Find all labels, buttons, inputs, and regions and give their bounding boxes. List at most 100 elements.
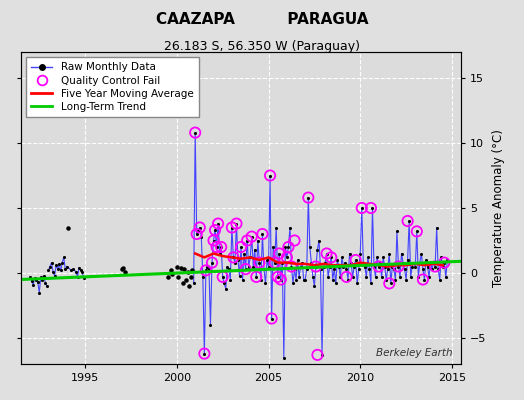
Point bbox=[339, 263, 347, 270]
Point bbox=[190, 280, 198, 287]
Point bbox=[414, 274, 422, 280]
Point bbox=[50, 272, 59, 279]
Point bbox=[385, 280, 394, 287]
Point bbox=[237, 244, 245, 250]
Point bbox=[270, 260, 279, 266]
Point bbox=[200, 350, 209, 357]
Point bbox=[264, 263, 272, 270]
Point bbox=[290, 266, 299, 272]
Point bbox=[257, 276, 265, 283]
Point bbox=[252, 274, 260, 280]
Point bbox=[242, 266, 250, 272]
Point bbox=[30, 275, 39, 282]
Point bbox=[195, 224, 204, 231]
Point bbox=[255, 260, 264, 266]
Point bbox=[57, 267, 65, 274]
Point bbox=[226, 276, 235, 283]
Point bbox=[232, 220, 241, 227]
Point bbox=[199, 274, 207, 280]
Point bbox=[400, 266, 409, 272]
Point bbox=[385, 250, 394, 257]
Point bbox=[390, 266, 398, 272]
Point bbox=[200, 350, 209, 357]
Point bbox=[431, 263, 439, 270]
Point bbox=[80, 275, 88, 282]
Point bbox=[410, 260, 418, 266]
Point bbox=[58, 260, 67, 266]
Point bbox=[416, 260, 424, 266]
Point bbox=[397, 250, 406, 257]
Point bbox=[367, 205, 375, 211]
Point bbox=[220, 280, 228, 287]
Point bbox=[270, 260, 279, 266]
Point bbox=[167, 267, 175, 274]
Point bbox=[211, 227, 219, 233]
Point bbox=[191, 130, 199, 136]
Point bbox=[428, 266, 436, 272]
Point bbox=[64, 224, 72, 231]
Point bbox=[442, 274, 450, 280]
Point bbox=[402, 276, 410, 283]
Point bbox=[121, 268, 129, 275]
Point bbox=[292, 276, 300, 283]
Point bbox=[188, 267, 196, 274]
Point bbox=[290, 237, 299, 244]
Point bbox=[376, 260, 384, 266]
Point bbox=[318, 352, 326, 358]
Point bbox=[260, 266, 268, 272]
Point bbox=[355, 266, 363, 272]
Point bbox=[396, 274, 404, 280]
Point bbox=[27, 278, 36, 284]
Point bbox=[336, 274, 345, 280]
Point bbox=[277, 276, 285, 283]
Point bbox=[379, 254, 387, 261]
Point bbox=[67, 267, 75, 274]
Point bbox=[394, 263, 402, 270]
Point bbox=[232, 220, 241, 227]
Point bbox=[374, 263, 383, 270]
Point bbox=[197, 234, 205, 240]
Point bbox=[394, 263, 402, 270]
Text: 26.183 S, 56.350 W (Paraguay): 26.183 S, 56.350 W (Paraguay) bbox=[164, 40, 360, 53]
Point bbox=[53, 266, 62, 272]
Point bbox=[267, 315, 276, 322]
Point bbox=[34, 279, 42, 285]
Point bbox=[212, 244, 221, 250]
Point bbox=[412, 228, 421, 234]
Point bbox=[440, 260, 449, 266]
Point bbox=[247, 234, 256, 240]
Point bbox=[327, 254, 335, 261]
Point bbox=[342, 274, 351, 280]
Point bbox=[440, 260, 449, 266]
Point bbox=[284, 244, 292, 250]
Text: Berkeley Earth: Berkeley Earth bbox=[376, 348, 452, 358]
Point bbox=[286, 224, 294, 231]
Point bbox=[212, 244, 221, 250]
Point bbox=[359, 260, 367, 266]
Point bbox=[240, 250, 248, 257]
Point bbox=[302, 266, 311, 272]
Point bbox=[304, 194, 312, 201]
Point bbox=[249, 263, 257, 270]
Point bbox=[361, 263, 369, 270]
Point bbox=[267, 315, 276, 322]
Point bbox=[187, 274, 195, 280]
Point bbox=[231, 260, 239, 266]
Point bbox=[329, 276, 337, 283]
Point bbox=[243, 237, 252, 244]
Point bbox=[403, 257, 412, 263]
Point bbox=[322, 250, 331, 257]
Point bbox=[362, 274, 370, 280]
Point bbox=[301, 276, 309, 283]
Point bbox=[40, 272, 48, 279]
Point bbox=[254, 237, 262, 244]
Point bbox=[432, 224, 441, 231]
Point bbox=[298, 260, 307, 266]
Point bbox=[55, 261, 63, 267]
Point bbox=[295, 274, 303, 280]
Point bbox=[282, 254, 291, 261]
Point bbox=[443, 257, 452, 263]
Point bbox=[316, 266, 325, 272]
Point bbox=[35, 289, 43, 296]
Point bbox=[26, 274, 34, 280]
